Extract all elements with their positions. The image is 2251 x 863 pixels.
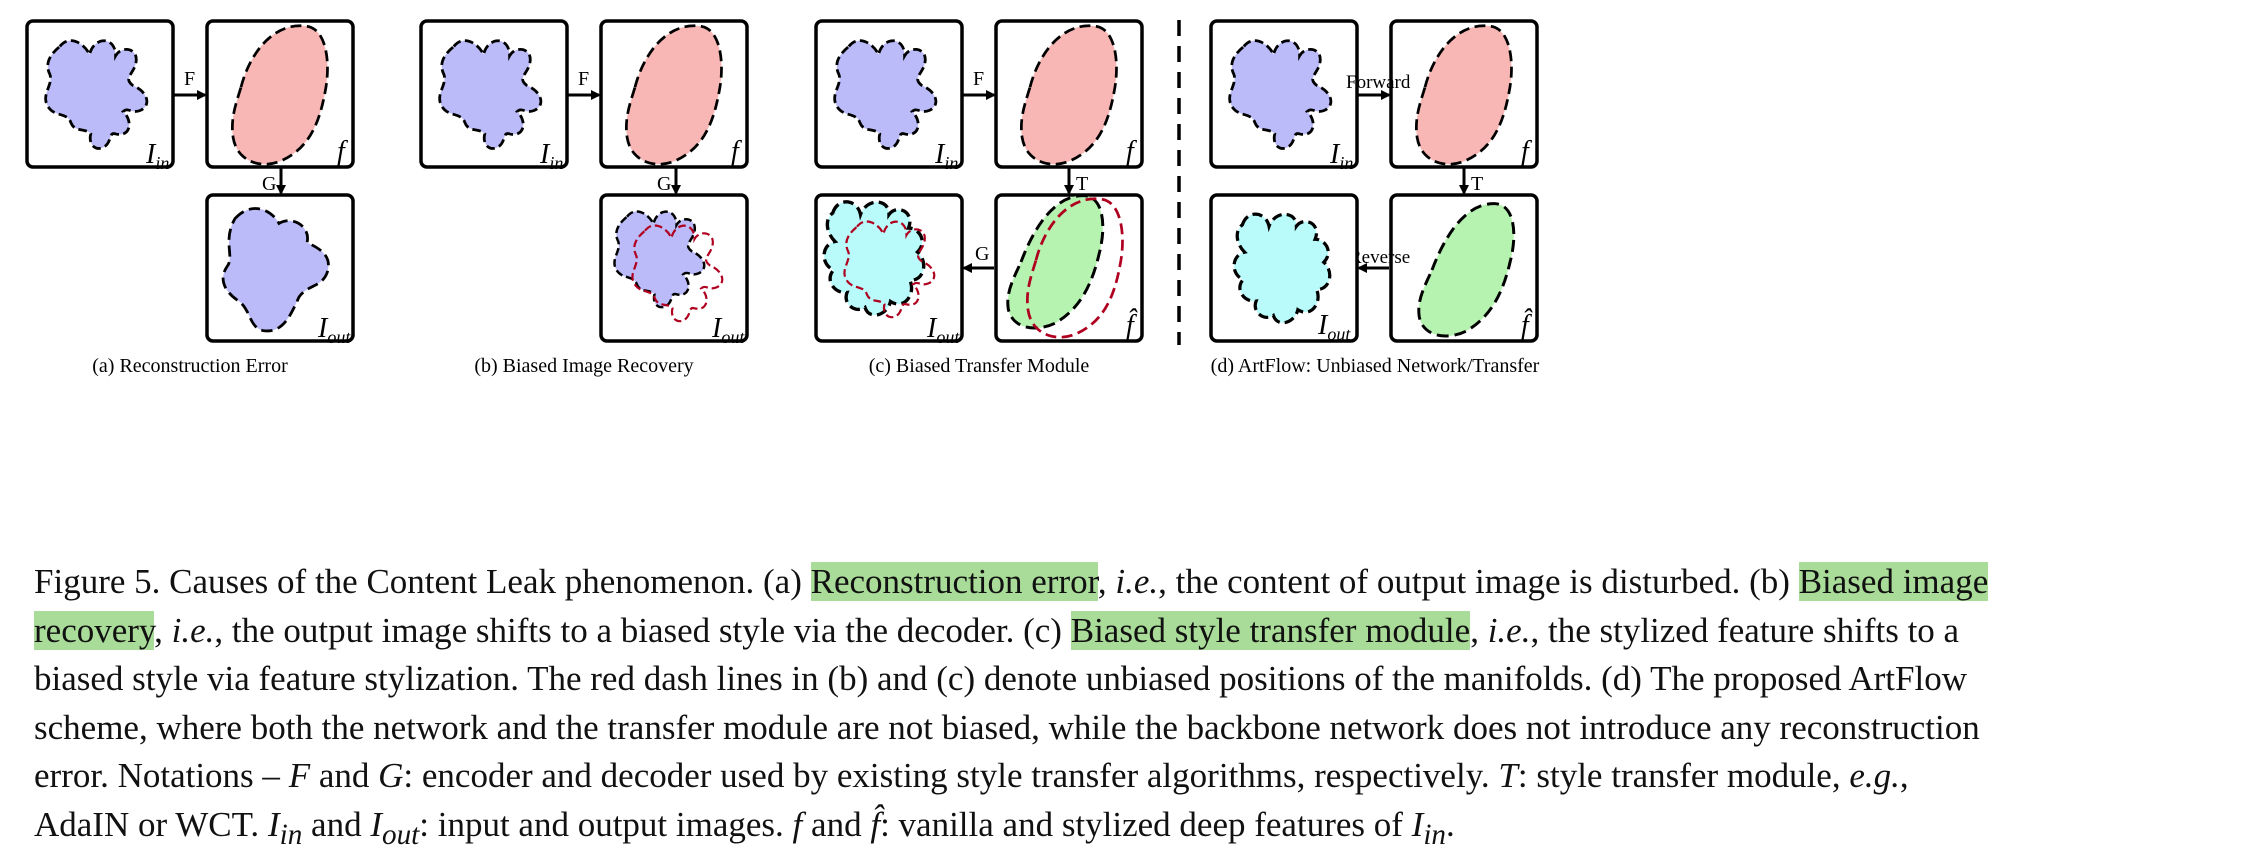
svg-text:F: F	[973, 68, 984, 90]
svg-text:G: G	[975, 243, 989, 265]
figure-diagram: Iin f F G Iout (a) Reconstruction Error …	[25, 19, 1540, 377]
panel-b: Iin f F G Iout (b) Biased Image Recovery	[419, 19, 749, 377]
svg-text:T: T	[1076, 173, 1088, 195]
svg-text:G: G	[657, 173, 671, 195]
svg-text:F: F	[184, 68, 195, 90]
forward-label: Forward	[1346, 72, 1411, 93]
caption-line-3: biased style via feature stylization. Th…	[34, 659, 1967, 698]
panel-d: Iin f Forward T f̂ Reverse Iout (d) ArtF…	[1209, 19, 1540, 377]
caption-line-5: error. Notations – F and G: encoder and …	[34, 756, 1909, 795]
svg-text:f: f	[731, 136, 742, 167]
panel-c: Iin f F T f̂ G Iout (c) Biased Transfer …	[814, 19, 1144, 377]
svg-text:f: f	[1521, 136, 1532, 167]
svg-text:F: F	[578, 68, 589, 90]
reverse-label: Reverse	[1349, 247, 1410, 268]
highlight-reconstruction-error: Reconstruction error	[810, 562, 1098, 601]
highlight-biased-style-transfer: Biased style transfer module	[1070, 610, 1471, 650]
caption-b: (b) Biased Image Recovery	[474, 355, 693, 377]
svg-text:G: G	[262, 173, 276, 195]
caption-line-4: scheme, where both the network and the t…	[34, 707, 1980, 747]
highlight-biased-image: Biased image	[1798, 562, 1989, 601]
caption-line-2: recovery, i.e., the output image shifts …	[34, 610, 1960, 650]
caption-c: (c) Biased Transfer Module	[869, 355, 1090, 377]
caption-d: (d) ArtFlow: Unbiased Network/Transfer	[1211, 355, 1540, 377]
svg-text:f: f	[337, 136, 348, 167]
caption-line-6: AdaIN or WCT. Iin and Iout: input and ou…	[34, 804, 1455, 851]
figure-caption: Figure 5. Causes of the Content Leak phe…	[34, 558, 2224, 859]
svg-text:f: f	[1126, 136, 1137, 167]
svg-text:T: T	[1471, 173, 1483, 195]
caption-line-1: Figure 5. Causes of the Content Leak phe…	[34, 562, 1989, 601]
highlight-recovery: recovery	[34, 610, 155, 650]
caption-a: (a) Reconstruction Error	[92, 355, 288, 377]
panel-a: Iin f F G Iout (a) Reconstruction Error	[25, 19, 355, 377]
